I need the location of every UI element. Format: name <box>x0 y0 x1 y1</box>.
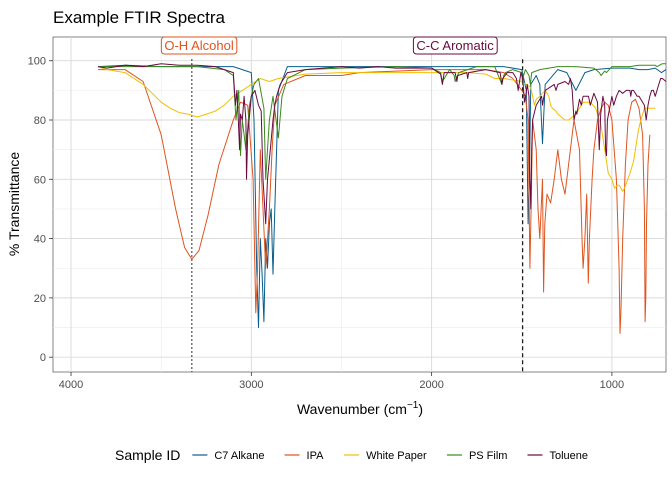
legend-label: IPA <box>307 450 325 462</box>
chart-title: Example FTIR Spectra <box>53 8 225 27</box>
y-tick-label: 100 <box>28 56 46 68</box>
x-axis-title-superscript: −1 <box>407 400 419 411</box>
annotation-label: O-H Alcohol <box>164 38 233 53</box>
series-line-white-paper <box>97 66 656 192</box>
series-line-ipa <box>98 69 651 334</box>
annotation-label-box <box>160 36 238 55</box>
y-tick-label: 80 <box>34 115 46 127</box>
annotation-labels: O-H Alcohol C-C Aromatic <box>160 36 498 55</box>
x-tick-label: 2000 <box>419 379 443 391</box>
plot-panel <box>52 36 667 373</box>
x-axis: 4000 3000 2000 1000 <box>59 372 624 391</box>
x-tick-label: 4000 <box>59 379 83 391</box>
legend-label: C7 Alkane <box>214 450 264 462</box>
legend-label: White Paper <box>366 450 427 462</box>
annotation-label: C-C Aromatic <box>416 38 494 53</box>
legend-label: PS Film <box>469 450 508 462</box>
legend: Sample ID C7 Alkane IPA White Paper PS Film… <box>115 447 588 463</box>
y-tick-label: 20 <box>34 293 46 305</box>
annotation-label-box <box>412 36 498 55</box>
y-axis-title: % Transmittance <box>6 152 22 256</box>
series-line-ps-film <box>98 63 666 180</box>
plot-grid <box>53 37 666 372</box>
x-axis-title-text: Wavenumber (cm <box>297 401 407 417</box>
y-axis: 0 20 40 60 80 100 <box>28 56 53 364</box>
legend-label: Toluene <box>549 450 588 462</box>
x-axis-title-close: ) <box>418 401 423 417</box>
x-tick-label: 1000 <box>600 379 624 391</box>
legend-title: Sample ID <box>115 447 180 463</box>
y-tick-label: 40 <box>34 234 46 246</box>
y-tick-label: 0 <box>40 352 46 364</box>
series-line-toluene <box>98 63 667 225</box>
x-axis-title: Wavenumber (cm−1) <box>297 400 423 417</box>
series-lines <box>97 63 667 334</box>
x-tick-label: 3000 <box>239 379 263 391</box>
y-tick-label: 60 <box>34 174 46 186</box>
annotation-lines <box>191 59 524 372</box>
